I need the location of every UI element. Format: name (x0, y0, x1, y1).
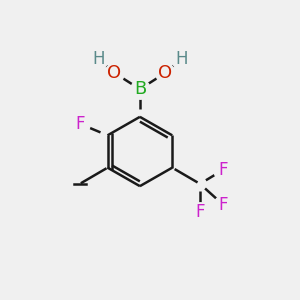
Text: H: H (175, 50, 188, 68)
Text: H: H (92, 50, 105, 68)
Text: F: F (218, 161, 228, 179)
Text: F: F (218, 196, 228, 214)
Text: O: O (158, 64, 172, 82)
Text: F: F (195, 202, 205, 220)
Text: O: O (107, 64, 122, 82)
Text: F: F (75, 115, 85, 133)
Text: B: B (134, 80, 146, 98)
